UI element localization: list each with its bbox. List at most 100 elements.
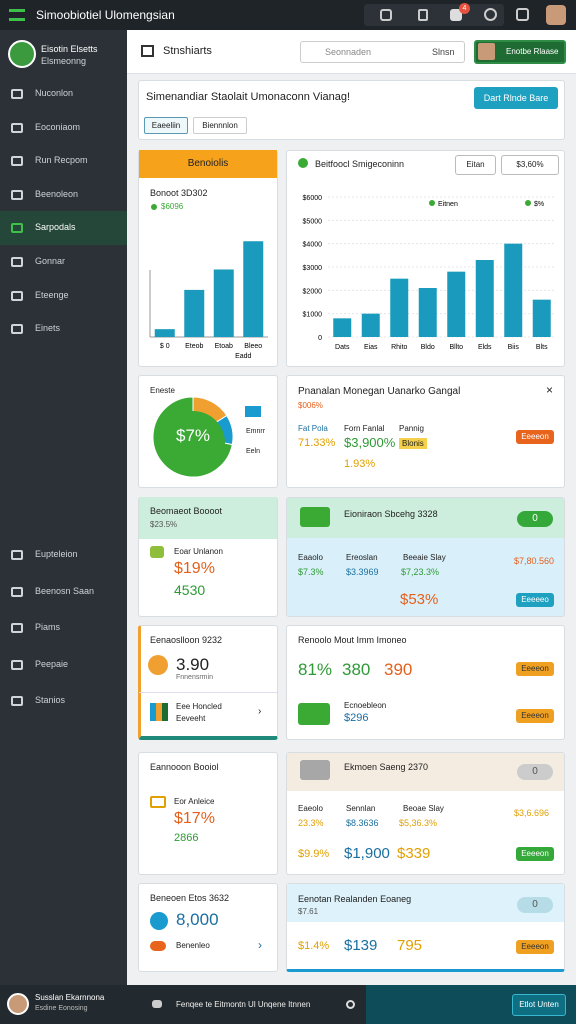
sales-title: Bonoot 3D302 (150, 188, 208, 198)
footer-icon[interactable] (346, 1000, 355, 1009)
menu-item[interactable]: Sarpodals (35, 222, 76, 233)
chart-note: Eadd (235, 353, 251, 360)
search-button[interactable]: Slnsn (432, 47, 455, 57)
menu-item[interactable]: Gonnar (35, 256, 66, 266)
report-label: Beeaie Slay (403, 553, 446, 562)
chevron[interactable]: › (258, 938, 262, 952)
menu-item[interactable]: Beenoleon (35, 188, 79, 199)
user-button-label: Enotbe Rlaase (506, 47, 559, 56)
trend-button[interactable]: Eitan (455, 155, 496, 175)
metrics-button[interactable]: Eeeeon (516, 662, 554, 676)
search-box[interactable] (300, 41, 465, 63)
y-tick-label: $3000 (303, 265, 323, 272)
chevron[interactable]: › (258, 706, 262, 717)
stock-toggle[interactable]: 0 (517, 764, 553, 780)
metrics-button[interactable]: Eeeeon (516, 709, 554, 723)
report-icon (300, 507, 330, 527)
footer-button[interactable]: Etlot Unten (512, 994, 566, 1016)
summary-value: $139 (344, 937, 378, 954)
divider (139, 692, 277, 693)
report-label: Ereoslan (346, 553, 378, 562)
trend-button[interactable]: $3,60% (501, 155, 559, 175)
legend-dot (429, 200, 435, 206)
budget-label: Pannig (399, 424, 424, 433)
trend-chart: Eitnen $% 0 $1000 $2000 $3000 $4000 $5000 $6000 D… (303, 195, 556, 351)
avatar[interactable] (546, 5, 566, 25)
report-button[interactable]: Eeeeeo (516, 593, 554, 607)
icon[interactable] (516, 8, 529, 21)
budget-title: Pnanalan Monegan Uanarko Gangal (298, 386, 461, 397)
menu-icon (11, 89, 23, 99)
tab[interactable]: Eaeeliin (144, 117, 188, 134)
menu-item[interactable]: Piams (35, 622, 61, 632)
summary-value: $1.4% (298, 940, 330, 952)
orders-label: Eor Anleice (174, 797, 215, 806)
footer-icon (152, 1000, 162, 1008)
budget-value: Blonis (399, 438, 427, 449)
metrics-label: Ecnoebleon (344, 701, 387, 710)
x-tick-label: Bleeo (244, 343, 262, 350)
tab[interactable]: Biennnlon (193, 117, 247, 134)
menu-icon (11, 223, 23, 234)
menu-item[interactable]: Stanios (35, 695, 66, 705)
x-tick-label: Bldo (421, 344, 435, 351)
y-tick-label: $1000 (303, 312, 323, 319)
users-icon (150, 912, 168, 930)
icon[interactable] (484, 8, 497, 21)
footer-message: Fenqee te Eitmontn Ul Unqene Itnnen (176, 1000, 311, 1009)
bar (243, 241, 264, 337)
menu-item[interactable]: Run Recpom (35, 155, 88, 166)
summary-toggle[interactable]: 0 (517, 897, 553, 913)
trend-icon (298, 158, 308, 168)
menu-icon (11, 290, 23, 301)
bar (390, 278, 409, 337)
icon[interactable] (418, 9, 428, 21)
revenue-icon (150, 546, 164, 558)
menu-item[interactable]: Eteenge (35, 289, 69, 300)
stock-value: 23.3% (298, 818, 324, 828)
revenue-header: Beomaeot Boooot (150, 506, 223, 516)
y-tick-label: $6000 (303, 195, 323, 202)
menu-item[interactable]: Peepaie (35, 658, 69, 669)
sales-header: Benoiolis (139, 150, 277, 178)
menu-item[interactable]: Nuconlon (35, 88, 74, 98)
menu-icon (11, 122, 23, 133)
revenue-header-bg (139, 497, 277, 539)
y-tick-label: $5000 (303, 218, 323, 225)
x-tick-label: Eias (364, 344, 378, 351)
budget-change: $006% (298, 401, 323, 410)
menu-icon[interactable] (9, 9, 25, 21)
stock-button[interactable]: Eeeeon (516, 847, 554, 861)
metric-value: 81% (298, 660, 333, 679)
app-title: Simoobiotiel Ulomengsian (36, 8, 175, 22)
y-tick-label: $4000 (303, 242, 323, 249)
sidebar (0, 30, 127, 985)
summary-button[interactable]: Eeeeon (516, 940, 554, 954)
report-toggle[interactable]: 0 (517, 511, 553, 527)
menu-item[interactable]: Eupteleion (35, 549, 78, 559)
metrics-icon (298, 703, 330, 725)
close-icon[interactable]: × (546, 383, 554, 397)
metrics-amount: $296 (344, 712, 369, 724)
users-title: Beneoen Etos 3632 (150, 893, 230, 903)
menu-item[interactable]: Beenosn Saan (35, 585, 95, 596)
stock-right: $3,6.696 (514, 808, 550, 818)
budget-button[interactable]: Eeeeon (516, 430, 554, 444)
bar (154, 329, 175, 337)
x-tick-label: Bllto (449, 344, 463, 351)
profile-role: Elsmeonng (41, 56, 87, 66)
stock-icon (300, 760, 330, 780)
stock-row: $339 (397, 845, 431, 862)
budget-value: $3,900% (344, 435, 396, 450)
pie-center-label: $7% (176, 426, 210, 445)
menu-item[interactable]: Einets (35, 323, 61, 334)
orders-value: $17% (174, 810, 215, 827)
stock-label: Beoae Slay (403, 804, 444, 813)
menu-item[interactable]: Eoconiaom (35, 121, 81, 132)
icon[interactable] (380, 9, 392, 21)
orders-header: Eannooon Booiol (150, 762, 219, 772)
intro-button[interactable]: Dart Rlnde Bare (474, 87, 558, 109)
revenue-value: $19% (174, 560, 215, 577)
legend-label: $% (534, 201, 544, 208)
bell[interactable] (450, 9, 462, 21)
